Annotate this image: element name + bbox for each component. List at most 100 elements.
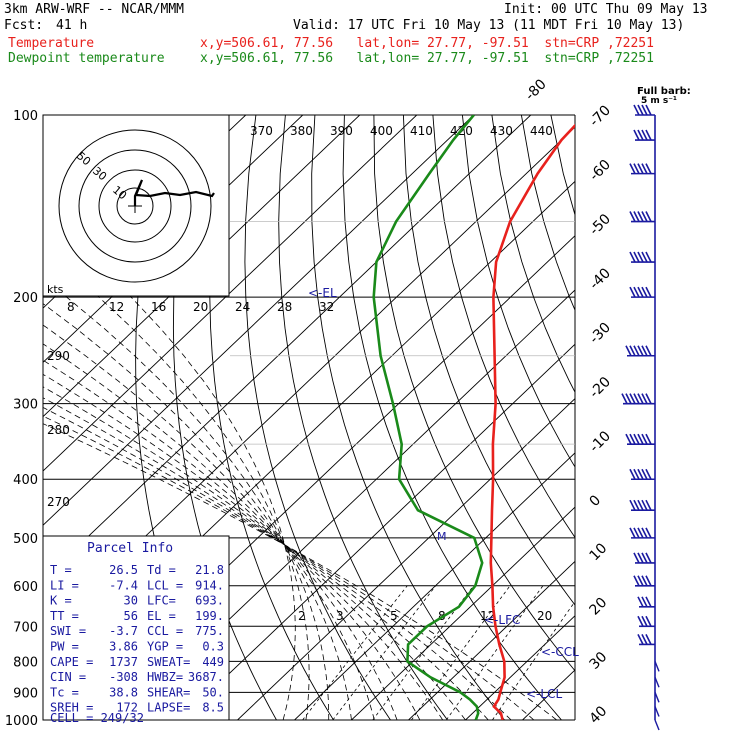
theta-label: 410	[410, 124, 433, 138]
barb-flag	[641, 596, 648, 608]
isotherm-line	[351, 506, 575, 720]
parcel-key: YGP =	[147, 640, 183, 654]
dry-adiabat-line	[311, 115, 506, 720]
wetbulb-label: 20	[193, 300, 208, 314]
pressure-label: 400	[13, 473, 38, 488]
barb-flag	[637, 163, 644, 174]
parcel-key: Td =	[147, 563, 176, 577]
dry-adiabat-line	[669, 115, 740, 733]
parcel-key: SWEAT=	[147, 655, 190, 669]
barb-flag	[645, 468, 652, 480]
wetbulb-label: 24	[235, 300, 250, 314]
wind-barb	[654, 706, 660, 717]
parcel-info-title: Parcel Info	[87, 541, 173, 556]
hodograph-ring	[58, 129, 212, 283]
theta-label: 380	[290, 124, 313, 138]
barb-flag	[637, 499, 644, 511]
barb-flag	[629, 393, 636, 405]
parcel-key: CCL =	[147, 624, 183, 638]
barb-flag	[637, 393, 644, 405]
barb-flag	[641, 286, 648, 298]
barb-flag	[637, 468, 644, 480]
parcel-key: CIN =	[50, 670, 86, 684]
barb-flag	[641, 552, 648, 564]
parcel-key: TT =	[50, 609, 79, 623]
parcel-value: 0.3	[202, 640, 224, 654]
parcel-value: 56	[124, 609, 138, 623]
barb-flag	[633, 286, 640, 298]
barb-flag	[629, 345, 636, 357]
dry-adiabat-line	[461, 115, 575, 468]
barb-flag	[625, 345, 632, 357]
barb-flag	[645, 552, 652, 564]
isotherm-label: -40	[587, 265, 614, 292]
parcel-key: LCL =	[147, 578, 183, 592]
mixing-ratio-label: 5	[390, 609, 398, 623]
barb-flag	[641, 634, 648, 645]
barb-legend-line1: Full barb:	[637, 86, 691, 97]
isotherm-label: -20	[587, 374, 614, 401]
parcel-key: Tc =	[50, 685, 79, 699]
level-marker: <-CCL	[541, 645, 579, 659]
barb-legend-line2: 5 m s⁻¹	[641, 96, 677, 106]
barb-flag	[637, 129, 644, 141]
wind-barb	[633, 129, 655, 141]
parcel-value: 30	[124, 594, 138, 608]
wind-barb	[654, 719, 660, 731]
parcel-value: 26.5	[109, 563, 138, 577]
wetbulb-label: 16	[151, 300, 166, 314]
pressure-label: 600	[13, 580, 38, 595]
mixing-marker: M	[437, 530, 447, 543]
barb-flag	[629, 499, 636, 511]
dry-adiabat-line	[278, 115, 449, 720]
wetbulb-label: 12	[109, 300, 124, 314]
wind-barb	[637, 634, 655, 646]
wind-barb	[629, 499, 655, 511]
barb-flag	[645, 104, 652, 116]
isotherm-label: 0	[587, 492, 605, 510]
barb-flag	[645, 596, 652, 608]
moist-adiabat-line	[43, 415, 535, 720]
parcel-value: -3.7	[109, 624, 138, 638]
barb-flag	[641, 345, 648, 357]
isotherm-label: 30	[587, 649, 611, 673]
barb-flag	[637, 527, 644, 539]
theta-label: 440	[530, 124, 553, 138]
parcel-key: K =	[50, 594, 72, 608]
barb-flag	[637, 575, 644, 587]
model-title: 3km ARW-WRF -- NCAR/MMM	[4, 2, 185, 17]
dry-adiabat-line	[244, 115, 392, 720]
wind-barb	[633, 575, 655, 587]
parcel-key: LAPSE=	[147, 701, 190, 715]
temperature-profile	[489, 123, 575, 720]
moist-adiabat-line	[43, 373, 444, 720]
moist-adiabat-line	[43, 423, 557, 720]
dry-adiabat-line	[432, 115, 575, 539]
pressure-label: 300	[13, 398, 38, 413]
barb-flag	[629, 211, 636, 222]
moist-adiabat-line	[43, 324, 375, 720]
dewpoint-profile	[372, 115, 484, 720]
valid-time: Valid: 17 UTC Fri 10 May 13 (11 MDT Fri …	[293, 18, 685, 33]
moist-adiabat-line	[43, 406, 512, 720]
parcel-value: 199.	[195, 609, 224, 623]
level-marker: <-LFC	[484, 613, 520, 627]
parcel-key: T =	[50, 563, 72, 577]
barb-flag	[637, 286, 644, 298]
barb-flag	[645, 499, 652, 511]
isotherm-line	[580, 115, 740, 720]
barb-flag	[629, 251, 636, 263]
isotherm-line	[43, 115, 532, 581]
isotherm-label: 10	[587, 540, 611, 564]
pressure-label: 500	[13, 532, 38, 547]
wind-barb	[629, 163, 655, 175]
dry-adiabat-line	[402, 115, 575, 606]
barb-flag	[629, 433, 636, 445]
parcel-value: 8.5	[202, 701, 224, 715]
theta-side-label: 270	[47, 495, 70, 509]
isotherm-line	[465, 615, 575, 720]
barb-flag	[641, 575, 648, 587]
dry-adiabat-line	[342, 115, 563, 720]
wetbulb-label: 32	[319, 300, 334, 314]
wind-barb	[637, 596, 655, 608]
